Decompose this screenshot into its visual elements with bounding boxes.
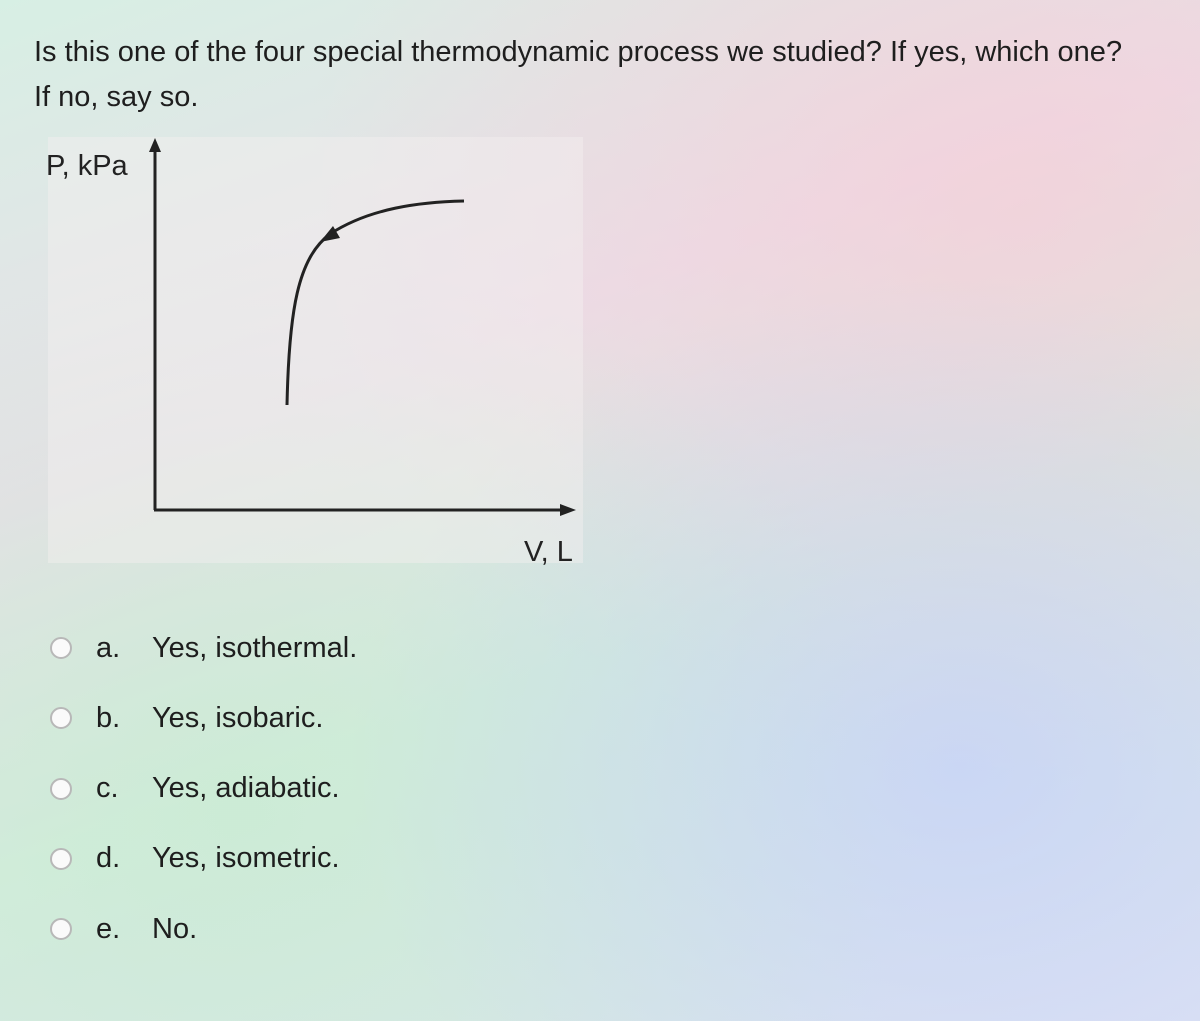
- option-text: Yes, isometric.: [152, 842, 340, 875]
- option-letter: c.: [96, 772, 119, 805]
- curve-arrow: [320, 226, 340, 242]
- process-curve: [285, 199, 465, 406]
- option: b. Yes, isobaric.: [50, 698, 323, 738]
- radio-button[interactable]: [50, 637, 72, 659]
- radio-button[interactable]: [50, 847, 72, 870]
- option: c. Yes, adiabatic.: [50, 769, 340, 809]
- x-axis-arrow: [560, 504, 576, 516]
- option-letter: d.: [96, 842, 121, 875]
- diagram-panel: [48, 137, 583, 563]
- option-letter: a.: [96, 631, 121, 664]
- radio-button[interactable]: [50, 777, 72, 800]
- y-axis-label: P, kPa: [46, 150, 129, 182]
- option: d. Yes, isometric.: [50, 839, 340, 879]
- option-text: Yes, isobaric.: [152, 701, 324, 734]
- radio-button[interactable]: [50, 707, 72, 730]
- y-axis-arrow: [149, 138, 161, 152]
- option-text: Yes, isothermal.: [152, 631, 358, 664]
- option: a. Yes, isothermal.: [50, 628, 357, 668]
- x-axis-label: V, L: [524, 536, 573, 568]
- option-letter: b.: [96, 701, 121, 734]
- question-text: Is this one of the four special thermody…: [34, 36, 1123, 113]
- radio-button[interactable]: [50, 918, 72, 941]
- option-text: Yes, adiabatic.: [152, 772, 340, 805]
- option-letter: e.: [96, 912, 121, 945]
- option: e. No.: [50, 909, 197, 949]
- option-text: No.: [152, 912, 198, 945]
